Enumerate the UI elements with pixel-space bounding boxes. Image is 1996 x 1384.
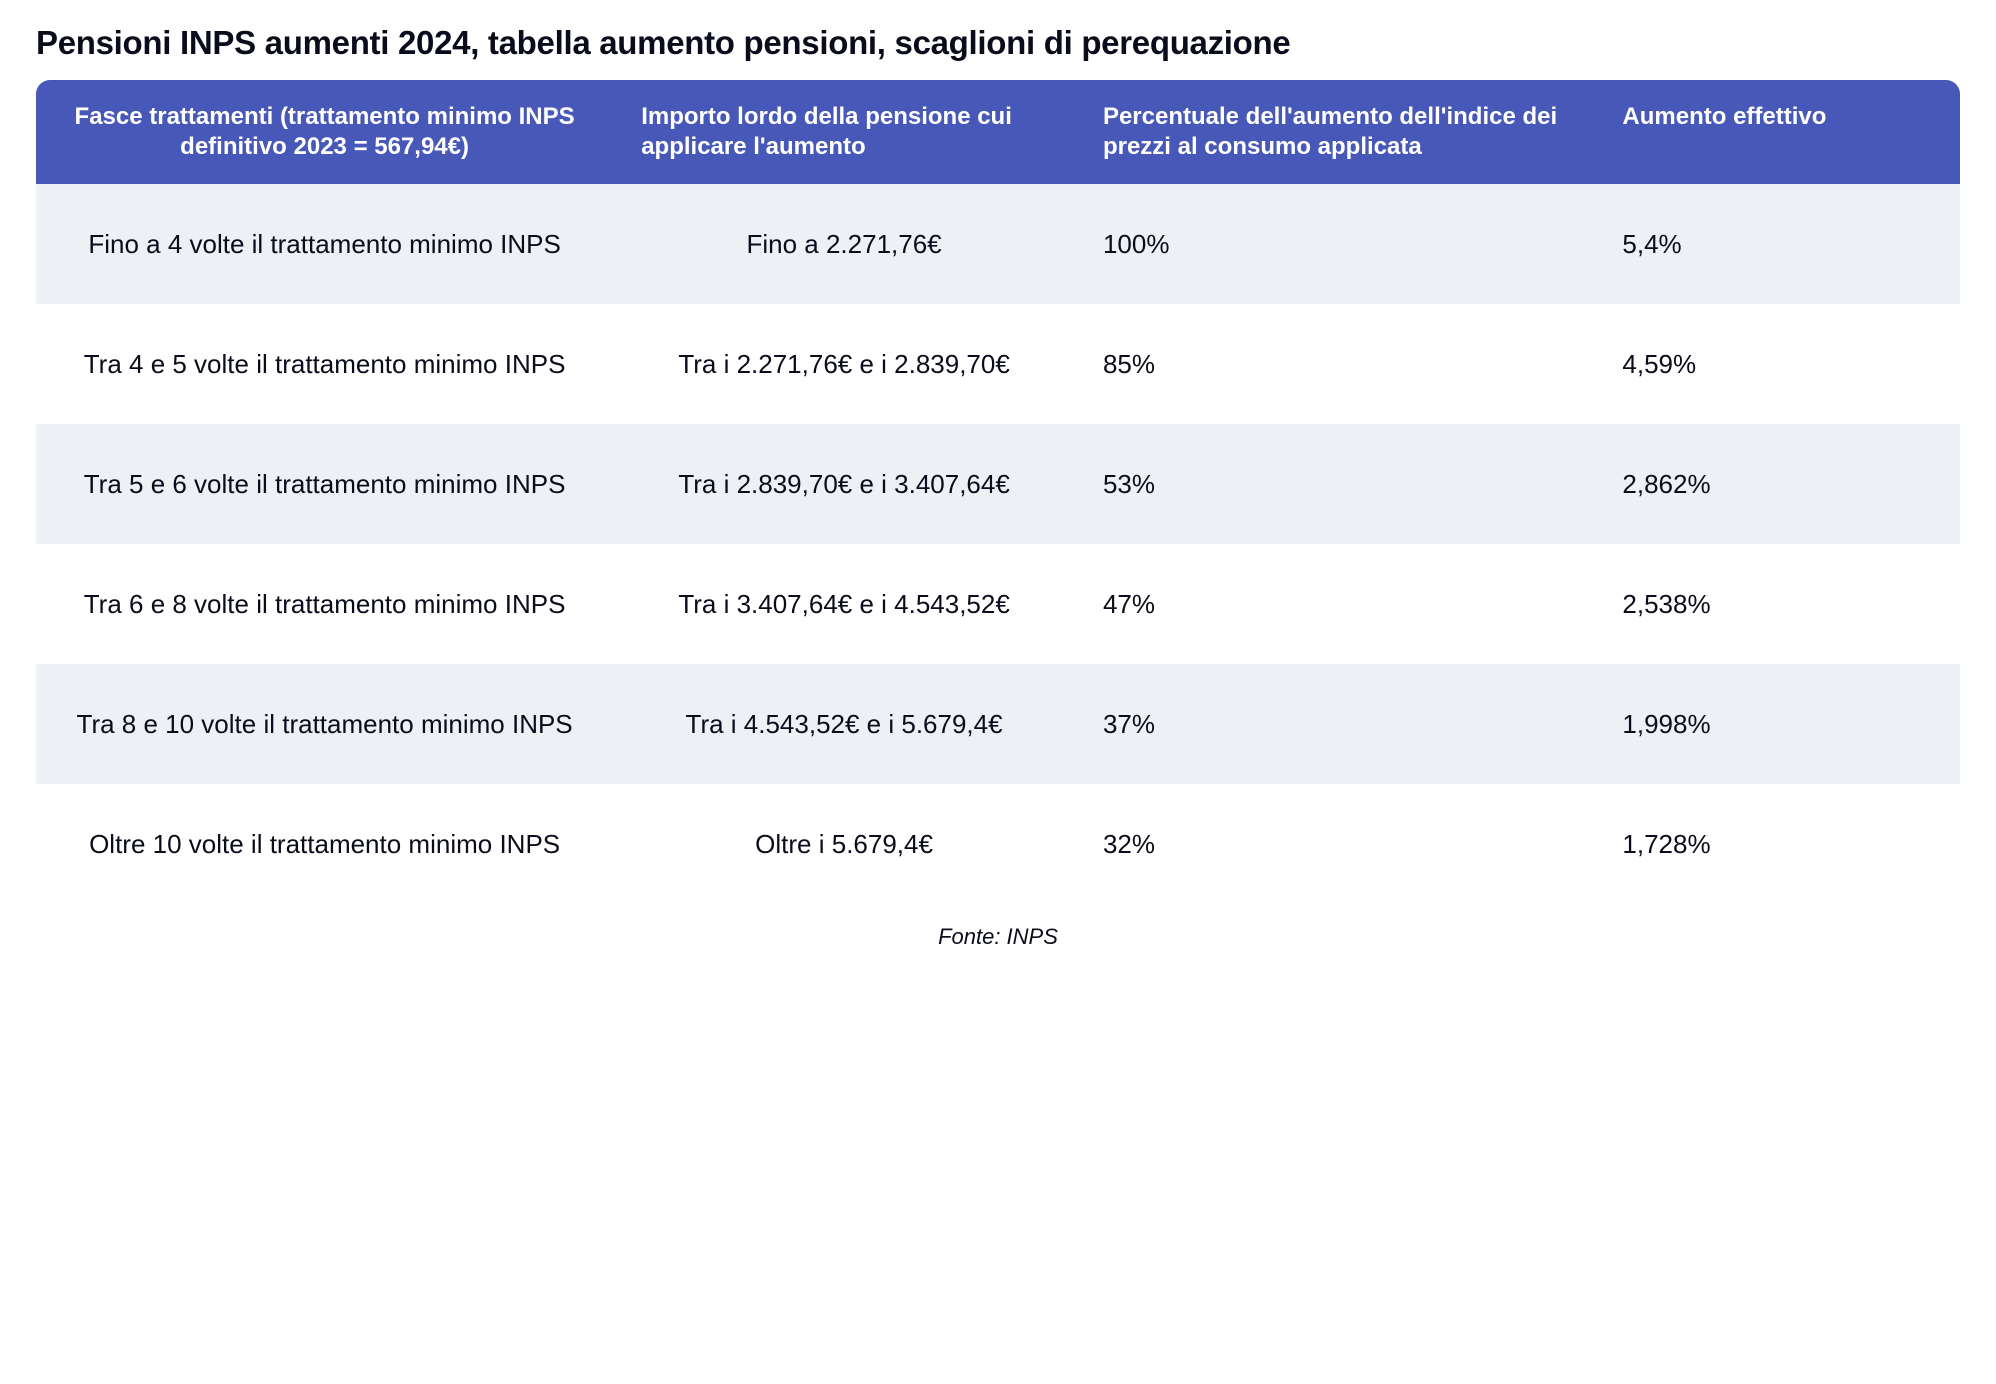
cell-importo: Tra i 4.543,52€ e i 5.679,4€ xyxy=(613,664,1075,784)
table-row: Tra 4 e 5 volte il trattamento minimo IN… xyxy=(36,304,1960,424)
cell-aumento: 2,862% xyxy=(1594,424,1960,544)
cell-fasce: Tra 8 e 10 volte il trattamento minimo I… xyxy=(36,664,613,784)
table-row: Fino a 4 volte il trattamento minimo INP… xyxy=(36,184,1960,304)
col-header-fasce: Fasce trattamenti (trattamento minimo IN… xyxy=(36,80,613,184)
cell-importo: Tra i 2.271,76€ e i 2.839,70€ xyxy=(613,304,1075,424)
cell-aumento: 4,59% xyxy=(1594,304,1960,424)
cell-importo: Oltre i 5.679,4€ xyxy=(613,784,1075,904)
cell-percentuale: 85% xyxy=(1075,304,1594,424)
table-row: Oltre 10 volte il trattamento minimo INP… xyxy=(36,784,1960,904)
table-row: Tra 5 e 6 volte il trattamento minimo IN… xyxy=(36,424,1960,544)
cell-fasce: Oltre 10 volte il trattamento minimo INP… xyxy=(36,784,613,904)
cell-percentuale: 100% xyxy=(1075,184,1594,304)
source-label: Fonte: INPS xyxy=(36,904,1960,976)
cell-fasce: Tra 6 e 8 volte il trattamento minimo IN… xyxy=(36,544,613,664)
cell-importo: Tra i 3.407,64€ e i 4.543,52€ xyxy=(613,544,1075,664)
cell-fasce: Fino a 4 volte il trattamento minimo INP… xyxy=(36,184,613,304)
cell-percentuale: 37% xyxy=(1075,664,1594,784)
cell-aumento: 5,4% xyxy=(1594,184,1960,304)
col-header-importo: Importo lordo della pensione cui applica… xyxy=(613,80,1075,184)
pension-table: Fasce trattamenti (trattamento minimo IN… xyxy=(36,80,1960,904)
col-header-percentuale: Percentuale dell'aumento dell'indice dei… xyxy=(1075,80,1594,184)
cell-fasce: Tra 4 e 5 volte il trattamento minimo IN… xyxy=(36,304,613,424)
cell-importo: Tra i 2.839,70€ e i 3.407,64€ xyxy=(613,424,1075,544)
cell-aumento: 2,538% xyxy=(1594,544,1960,664)
cell-aumento: 1,998% xyxy=(1594,664,1960,784)
cell-percentuale: 47% xyxy=(1075,544,1594,664)
page-title: Pensioni INPS aumenti 2024, tabella aume… xyxy=(36,24,1960,62)
table-row: Tra 6 e 8 volte il trattamento minimo IN… xyxy=(36,544,1960,664)
cell-fasce: Tra 5 e 6 volte il trattamento minimo IN… xyxy=(36,424,613,544)
table-row: Tra 8 e 10 volte il trattamento minimo I… xyxy=(36,664,1960,784)
cell-importo: Fino a 2.271,76€ xyxy=(613,184,1075,304)
cell-percentuale: 32% xyxy=(1075,784,1594,904)
pension-table-container: Fasce trattamenti (trattamento minimo IN… xyxy=(36,80,1960,976)
cell-percentuale: 53% xyxy=(1075,424,1594,544)
col-header-aumento: Aumento effettivo xyxy=(1594,80,1960,184)
table-header-row: Fasce trattamenti (trattamento minimo IN… xyxy=(36,80,1960,184)
cell-aumento: 1,728% xyxy=(1594,784,1960,904)
